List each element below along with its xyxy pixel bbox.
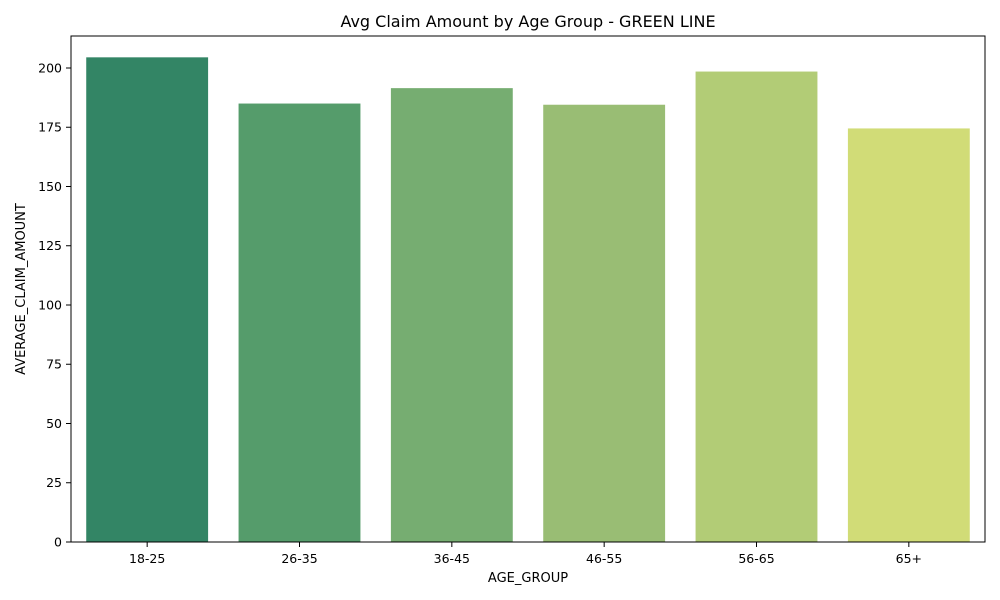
x-tick-label: 26-35: [281, 551, 317, 566]
bar-36-45: [390, 88, 513, 543]
bar-65+: [847, 128, 970, 542]
bars-group: [86, 57, 970, 543]
y-tick-label: 50: [46, 416, 62, 431]
bar-46-55: [543, 104, 666, 542]
y-axis-label: AVERAGE_CLAIM_AMOUNT: [14, 203, 29, 375]
y-axis-ticks: 0 25 50 75 100 125 150 175 200: [38, 60, 71, 550]
bar-56-65: [695, 71, 818, 542]
chart-title: Avg Claim Amount by Age Group - GREEN LI…: [340, 12, 715, 31]
y-tick-label: 175: [38, 120, 62, 135]
y-tick-label: 100: [38, 297, 62, 312]
y-tick-label: 75: [46, 357, 62, 372]
bar-26-35: [238, 103, 361, 543]
x-axis-ticks: 18-25 26-35 36-45 46-55 56-65 65+: [129, 542, 922, 566]
plot-frame: [70, 35, 986, 543]
y-tick-label: 125: [38, 238, 62, 253]
y-tick-label: 150: [38, 179, 62, 194]
y-tick-label: 200: [38, 60, 62, 75]
x-tick-label: 18-25: [129, 551, 165, 566]
y-tick-label: 25: [46, 475, 62, 490]
x-tick-label: 56-65: [738, 551, 774, 566]
x-tick-label: 36-45: [434, 551, 470, 566]
x-tick-label: 46-55: [586, 551, 622, 566]
y-tick-label: 0: [54, 535, 62, 550]
bar-18-25: [86, 57, 209, 543]
x-axis-label: AGE_GROUP: [488, 571, 568, 586]
x-tick-label: 65+: [896, 551, 922, 566]
